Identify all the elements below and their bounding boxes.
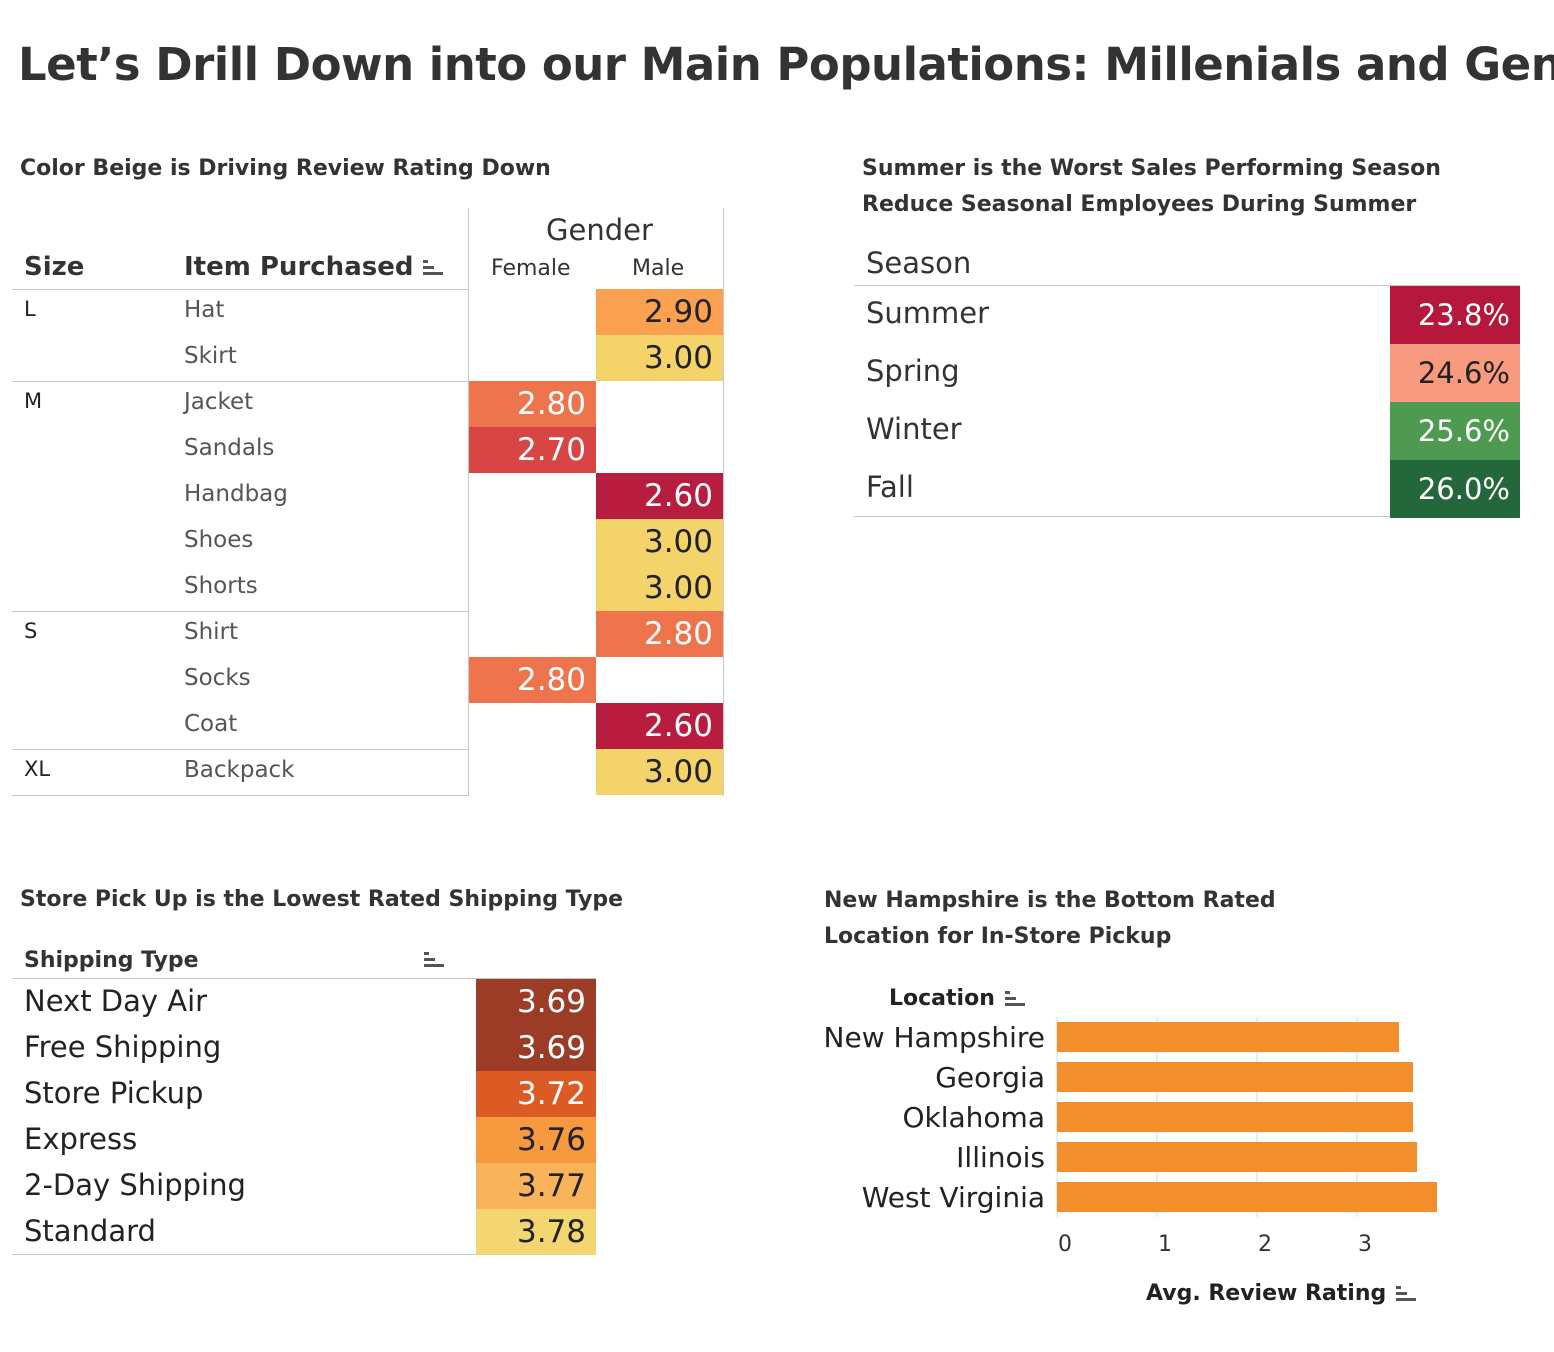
sort-icon[interactable] — [423, 259, 444, 276]
heat-cell-male: 2.60 — [596, 703, 723, 749]
male-header: Male — [632, 256, 685, 281]
location-axis-label: Location — [889, 986, 995, 1011]
item-label: Socks — [184, 665, 251, 691]
heat-cell-male: 3.00 — [596, 749, 723, 795]
divider — [468, 208, 469, 796]
heat-cell-male: 3.00 — [596, 335, 723, 381]
shipping-value-cell: 3.72 — [476, 1071, 596, 1117]
shipping-label: Free Shipping — [24, 1030, 222, 1064]
item-header[interactable]: Item Purchased — [184, 252, 444, 282]
season-value-cell: 25.6% — [1390, 402, 1520, 460]
heat-cell-male: 2.90 — [596, 289, 723, 335]
divider — [854, 285, 1520, 286]
category-label: Georgia — [935, 1061, 1045, 1094]
bar[interactable] — [1057, 1022, 1399, 1052]
shipping-label: Store Pickup — [24, 1076, 204, 1110]
heat-cell-male: 3.00 — [596, 565, 723, 611]
gender-header: Gender — [546, 213, 653, 247]
shipping-label: Next Day Air — [24, 984, 208, 1018]
shipping-label: 2-Day Shipping — [24, 1168, 246, 1202]
shipping-value-cell: 3.69 — [476, 979, 596, 1025]
shipping-title: Store Pick Up is the Lowest Rated Shippi… — [20, 887, 624, 912]
heat-cell-male: 2.60 — [596, 473, 723, 519]
season-value-cell: 26.0% — [1390, 460, 1520, 518]
location-axis-title[interactable]: Location — [889, 986, 1025, 1011]
divider — [12, 749, 468, 750]
season-value-cell: 23.8% — [1390, 286, 1520, 344]
x-tick-label: 0 — [1058, 1232, 1072, 1257]
size-header: Size — [24, 252, 85, 282]
season-label: Winter — [866, 412, 962, 446]
season-label: Fall — [866, 470, 914, 504]
divider — [12, 978, 596, 979]
shipping-label: Express — [24, 1122, 138, 1156]
season-value-cell: 24.6% — [1390, 344, 1520, 402]
item-label: Shirt — [184, 619, 239, 645]
x-tick-label: 1 — [1158, 1232, 1172, 1257]
sort-icon[interactable] — [1004, 991, 1025, 1007]
location-title: New Hampshire is the Bottom Rated — [824, 888, 1276, 913]
season-label: Spring — [866, 354, 960, 388]
bar[interactable] — [1057, 1062, 1413, 1092]
shipping-value-cell: 3.69 — [476, 1025, 596, 1071]
item-label: Shoes — [184, 527, 254, 553]
x-tick-label: 3 — [1358, 1232, 1372, 1257]
divider — [723, 208, 724, 796]
season-header: Season — [866, 246, 972, 280]
location-subtitle: Location for In-Store Pickup — [824, 924, 1172, 949]
item-label: Skirt — [184, 343, 237, 369]
heat-cell-female: 2.70 — [469, 427, 596, 473]
size-label: XL — [24, 757, 51, 781]
female-header: Female — [491, 256, 571, 281]
divider — [854, 516, 1520, 517]
item-header-label: Item Purchased — [184, 252, 414, 282]
category-label: New Hampshire — [824, 1021, 1045, 1054]
shipping-value-cell: 3.76 — [476, 1117, 596, 1163]
size-label: S — [24, 619, 38, 643]
shipping-value-cell: 3.77 — [476, 1163, 596, 1209]
item-label: Handbag — [184, 481, 288, 507]
heat-cell-female: 2.80 — [469, 381, 596, 427]
category-label: Oklahoma — [902, 1101, 1045, 1134]
shipping-header: Shipping Type — [24, 948, 199, 973]
shipping-value-cell: 3.78 — [476, 1209, 596, 1255]
sort-icon[interactable] — [424, 952, 444, 968]
sort-icon[interactable] — [1396, 1286, 1417, 1302]
x-tick-label: 2 — [1258, 1232, 1272, 1257]
category-label: Illinois — [956, 1141, 1045, 1174]
bar[interactable] — [1057, 1182, 1437, 1212]
dashboard-title: Let’s Drill Down into our Main Populatio… — [18, 38, 1554, 91]
item-label: Hat — [184, 297, 225, 323]
season-label: Summer — [866, 296, 990, 330]
bar[interactable] — [1057, 1102, 1413, 1132]
x-axis-label: Avg. Review Rating — [1146, 1281, 1387, 1306]
heat-cell-female: 2.80 — [469, 657, 596, 703]
size-label: L — [24, 297, 36, 321]
heat-cell-male: 3.00 — [596, 519, 723, 565]
item-label: Sandals — [184, 435, 275, 461]
heat-cell-male: 2.80 — [596, 611, 723, 657]
item-label: Backpack — [184, 757, 295, 783]
divider — [12, 1254, 596, 1255]
bar[interactable] — [1057, 1142, 1417, 1172]
divider — [12, 611, 468, 612]
item-label: Shorts — [184, 573, 258, 599]
divider — [12, 795, 468, 796]
season-subtitle: Reduce Seasonal Employees During Summer — [862, 192, 1417, 217]
item-label: Jacket — [184, 389, 254, 415]
divider — [12, 381, 468, 382]
heatmap-title: Color Beige is Driving Review Rating Dow… — [20, 156, 551, 181]
shipping-label: Standard — [24, 1214, 156, 1248]
item-label: Coat — [184, 711, 238, 737]
season-title: Summer is the Worst Sales Performing Sea… — [862, 156, 1441, 181]
category-label: West Virginia — [862, 1181, 1045, 1214]
divider — [12, 289, 468, 290]
x-axis-title[interactable]: Avg. Review Rating — [1146, 1281, 1417, 1306]
size-label: M — [24, 389, 43, 413]
